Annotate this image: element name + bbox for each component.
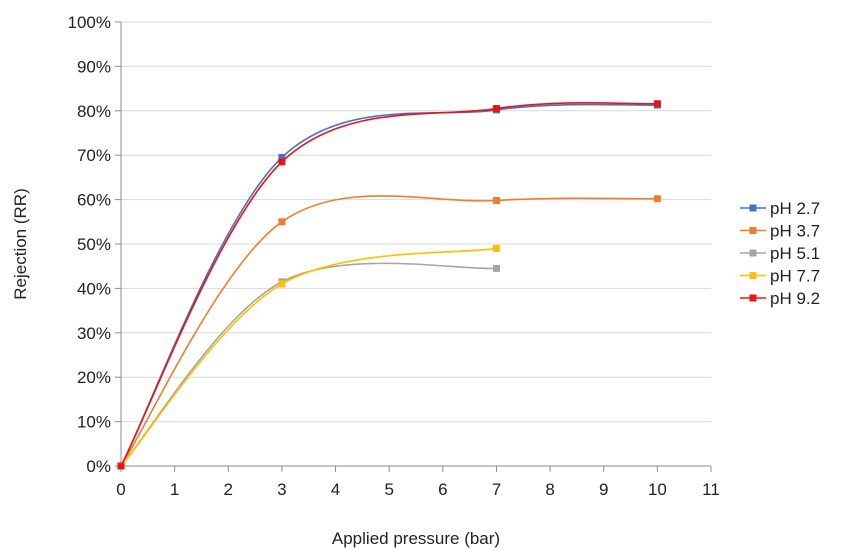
x-tick-label: 4 — [331, 480, 340, 499]
data-point-marker — [278, 153, 286, 161]
legend-marker — [749, 272, 757, 279]
x-tick-label: 0 — [116, 480, 125, 499]
x-tick-label: 11 — [702, 480, 720, 499]
data-point-marker — [653, 100, 661, 108]
data-point-marker — [117, 462, 125, 470]
y-tick-label: 40% — [77, 279, 111, 298]
axes — [115, 21, 712, 472]
y-tick-label: 70% — [77, 146, 111, 165]
y-tick-label: 10% — [77, 413, 111, 432]
series-ph-7.7 — [117, 244, 500, 470]
data-point-marker — [278, 218, 286, 226]
legend-label: pH 9.2 — [770, 289, 820, 308]
series-ph-5.1 — [117, 262, 500, 470]
data-point-marker — [492, 196, 500, 204]
legend-item: pH 5.1 — [740, 244, 820, 263]
data-point-marker — [492, 105, 500, 113]
y-tick-label: 80% — [77, 102, 111, 121]
data-point-marker — [492, 264, 500, 272]
x-tick-label: 7 — [492, 480, 501, 499]
legend-label: pH 7.7 — [770, 267, 820, 286]
legend-label: pH 3.7 — [770, 222, 820, 241]
series-ph-2.7 — [117, 101, 661, 470]
x-tick-label: 8 — [545, 480, 554, 499]
legend: pH 2.7 pH 3.7 pH 5.1 pH 7.7 pH 9.2 — [740, 199, 820, 308]
x-tick-label: 10 — [648, 480, 667, 499]
x-tick-label: 5 — [384, 480, 393, 499]
x-tick-label: 3 — [277, 480, 286, 499]
legend-item: pH 3.7 — [740, 222, 820, 241]
data-point-marker — [492, 244, 500, 252]
legend-item: pH 9.2 — [740, 289, 820, 308]
y-tick-label: 30% — [77, 324, 111, 343]
series-lines — [117, 100, 661, 470]
y-tick-label: 90% — [77, 57, 111, 76]
y-tick-label: 0% — [86, 457, 111, 476]
legend-item: pH 7.7 — [740, 267, 820, 286]
y-tick-label: 100% — [68, 13, 111, 32]
x-tick-label: 9 — [599, 480, 608, 499]
data-point-marker — [278, 280, 286, 288]
y-tick-label: 20% — [77, 368, 111, 387]
data-point-marker — [653, 195, 661, 203]
x-tick-label: 6 — [438, 480, 447, 499]
y-tick-label: 50% — [77, 235, 111, 254]
legend-label: pH 2.7 — [770, 199, 820, 218]
x-axis-title: Applied pressure (bar) — [332, 529, 500, 548]
tick-labels: 0% 10% 20% 30% 40% 50% 60% 70% 80% 90% 100% 0 1 2 3 4 5 6… — [68, 13, 720, 499]
series-ph-9.2 — [117, 100, 661, 470]
gridlines — [121, 21, 711, 423]
legend-label: pH 5.1 — [770, 244, 820, 263]
legend-marker — [749, 204, 757, 212]
legend-marker — [749, 249, 757, 257]
x-tick-label: 2 — [224, 480, 233, 499]
legend-item: pH 2.7 — [740, 199, 820, 218]
series-line — [120, 247, 497, 467]
y-axis-title: Rejection (RR) — [11, 188, 30, 299]
series-line — [120, 102, 658, 467]
y-tick-label: 60% — [77, 191, 111, 210]
series-line — [120, 103, 658, 467]
legend-marker — [749, 294, 757, 302]
legend-marker — [749, 227, 757, 234]
series-line — [120, 195, 658, 467]
x-tick-label: 1 — [170, 480, 179, 499]
data-point-marker — [278, 158, 286, 166]
